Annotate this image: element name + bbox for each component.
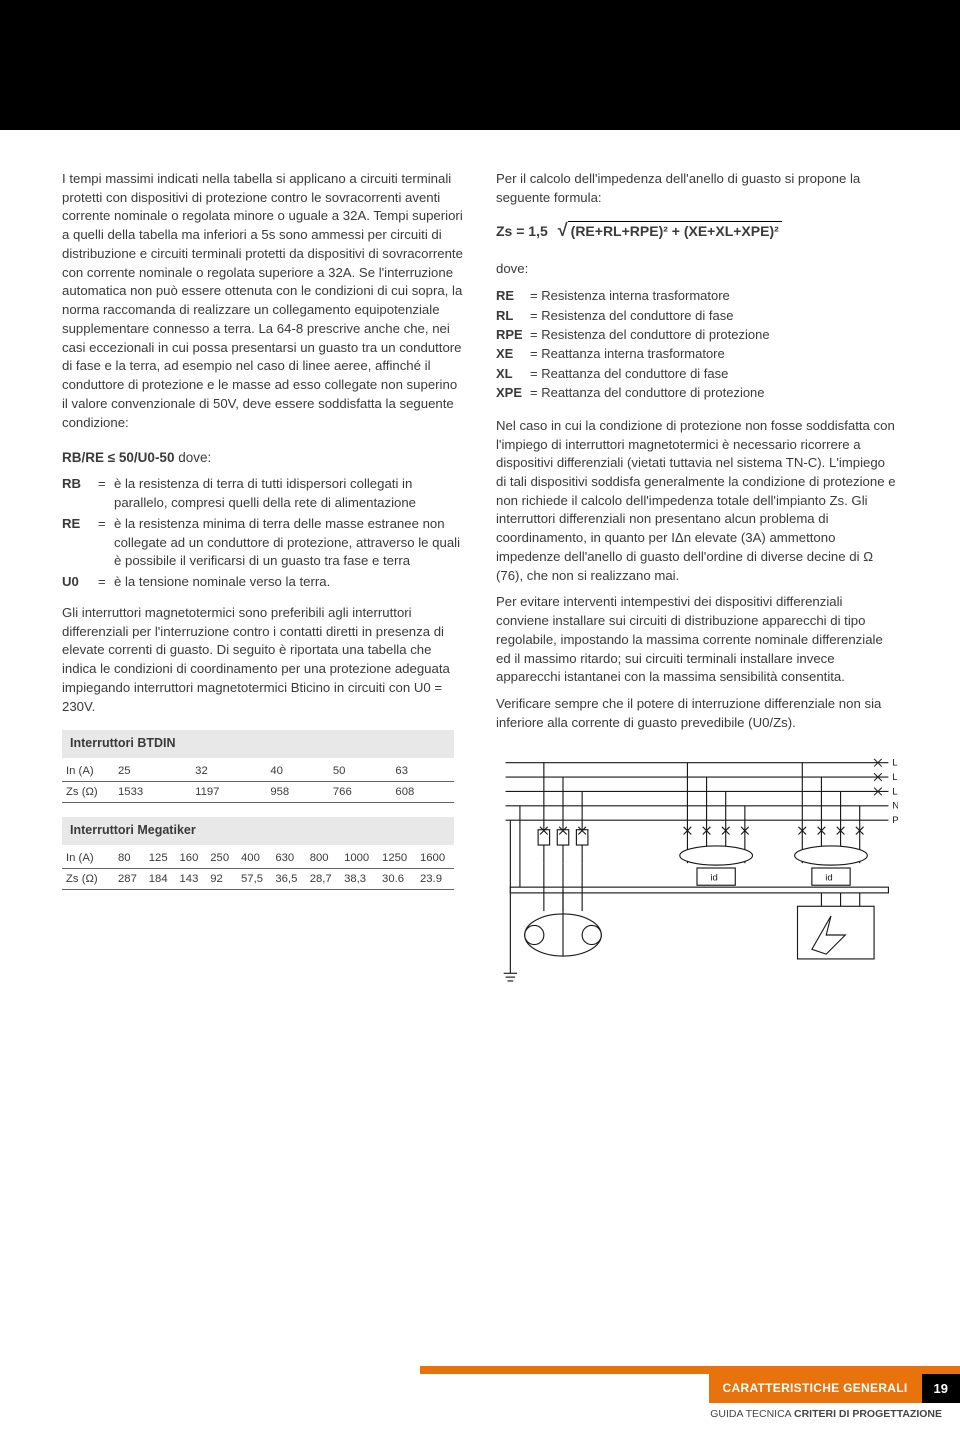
table-btdin-title: Interruttori BTDIN <box>62 730 454 758</box>
svg-text:L2: L2 <box>892 771 898 782</box>
table-megatiker: In (A) 80 125 160 250 400 630 800 1000 1… <box>62 848 454 890</box>
left-para-2: Gli interruttori magnetotermici sono pre… <box>62 604 464 716</box>
right-para-1: Per il calcolo dell'impedenza dell'anell… <box>496 170 898 207</box>
page-number: 19 <box>922 1374 960 1403</box>
def-rb: RB= è la resistenza di terra di tutti id… <box>62 475 464 512</box>
svg-text:PE: PE <box>892 815 898 826</box>
circuit-diagram: L1 L2 L3 N PE id id <box>496 743 898 999</box>
motor-icon <box>525 863 602 956</box>
svg-text:id: id <box>710 872 717 883</box>
page-footer: CARATTERISTICHE GENERALI 19 GUIDA TECNIC… <box>420 1366 960 1430</box>
rcd-icon <box>795 762 868 885</box>
right-para-4: Verificare sempre che il potere di inter… <box>496 695 898 732</box>
def-xpe: XPE= Reattanza del conduttore di protezi… <box>496 384 898 402</box>
table-row: In (A) 80 125 160 250 400 630 800 1000 1… <box>62 848 454 869</box>
load-icon <box>798 892 875 958</box>
def-rpe: RPE= Resistenza del conduttore di protez… <box>496 326 898 344</box>
svg-text:id: id <box>825 872 832 883</box>
right-para-2: Nel caso in cui la condizione di protezi… <box>496 417 898 586</box>
footer-section-label: CARATTERISTICHE GENERALI <box>709 1374 922 1403</box>
left-para-1: I tempi massimi indicati nella tabella s… <box>62 170 464 432</box>
left-column: I tempi massimi indicati nella tabella s… <box>62 170 464 998</box>
zs-formula: Zs = 1,5 √ (RE+RL+RPE)² + (XE+XL+XPE)² <box>496 221 898 242</box>
right-para-3: Per evitare interventi intempestivi dei … <box>496 593 898 687</box>
def-xe: XE= Reattanza interna trasformatore <box>496 345 898 363</box>
dove-label: dove: <box>496 260 898 279</box>
table-btdin: In (A) 25 32 40 50 63 Zs (Ω) 1533 1197 9… <box>62 761 454 803</box>
svg-text:N: N <box>892 800 898 811</box>
rcd-icon <box>680 762 753 885</box>
breaker-icon <box>538 762 588 863</box>
rb-re-formula: RB/RE ≤ 50/U0-50 dove: <box>62 448 464 467</box>
table-row: In (A) 25 32 40 50 63 <box>62 761 454 782</box>
def-re: RE= è la resistenza minima di terra dell… <box>62 515 464 571</box>
header-bar <box>0 0 960 130</box>
svg-text:L3: L3 <box>892 786 898 797</box>
footer-subtitle: GUIDA TECNICA CRITERI DI PROGETTAZIONE <box>420 1403 960 1430</box>
def-u0: U0= è la tensione nominale verso la terr… <box>62 573 464 592</box>
table-row: Zs (Ω) 287 184 143 92 57,5 36,5 28,7 38,… <box>62 868 454 889</box>
table-megatiker-title: Interruttori Megatiker <box>62 817 454 845</box>
right-column: Per il calcolo dell'impedenza dell'anell… <box>496 170 898 998</box>
def-rl: RL= Resistenza del conduttore di fase <box>496 307 898 325</box>
svg-text:L1: L1 <box>892 757 898 768</box>
table-row: Zs (Ω) 1533 1197 958 766 608 <box>62 782 454 803</box>
def-re2: RE= Resistenza interna trasformatore <box>496 287 898 305</box>
def-xl: XL= Reattanza del conduttore di fase <box>496 365 898 383</box>
